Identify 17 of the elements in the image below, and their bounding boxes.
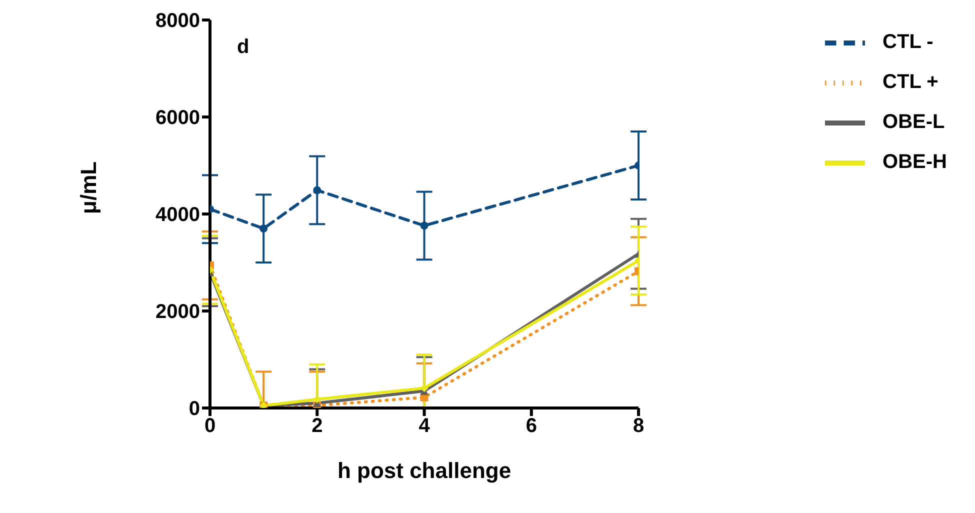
x-tick-label: 6 — [526, 415, 537, 438]
annotation: d — [237, 36, 250, 59]
legend-label: CTL - — [882, 31, 934, 54]
y-axis-title: μ/mL — [76, 161, 101, 214]
x-tick-label: 0 — [204, 415, 216, 438]
x-axis-title: h post challenge — [337, 458, 512, 483]
y-tick-label: 6000 — [156, 107, 200, 130]
y-tick-label: 4000 — [156, 204, 200, 226]
x-tick-label: 4 — [418, 415, 431, 438]
x-tick-label: 2 — [312, 415, 323, 438]
legend-label: OBE-H — [882, 151, 947, 174]
y-tick-label: 8000 — [156, 10, 200, 32]
x-tick-label: 8 — [632, 415, 644, 438]
legend-label: OBE-L — [882, 111, 945, 134]
legend-label: CTL + — [882, 71, 938, 94]
y-tick-label: 0 — [188, 398, 200, 420]
y-tick-label: 2000 — [156, 301, 200, 324]
